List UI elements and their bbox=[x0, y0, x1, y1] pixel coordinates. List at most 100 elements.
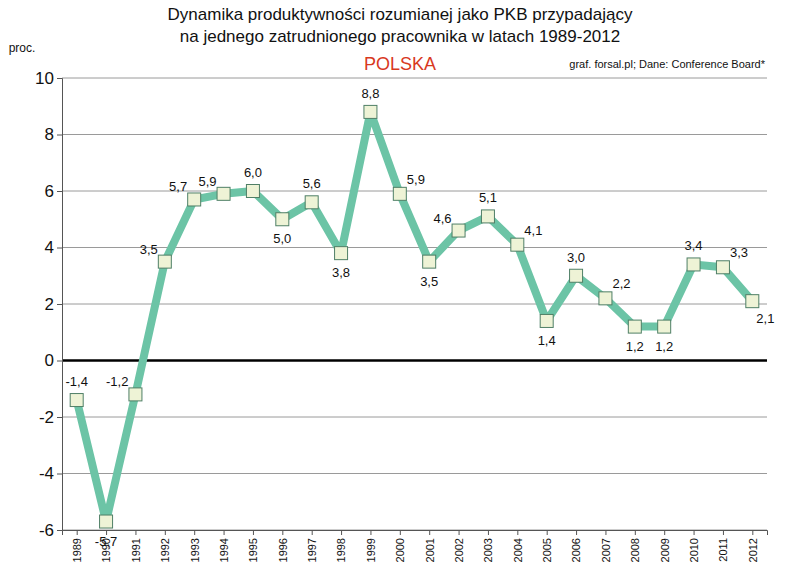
data-label: 3,5 bbox=[140, 242, 158, 257]
y-tick: 0 bbox=[45, 351, 62, 370]
marker bbox=[716, 261, 729, 274]
marker bbox=[188, 193, 201, 206]
x-tick: 1992 bbox=[159, 530, 171, 562]
x-tick: 1998 bbox=[335, 530, 347, 562]
y-tick: -2 bbox=[39, 408, 62, 427]
data-label: 6,0 bbox=[244, 165, 262, 180]
x-tick-mark bbox=[459, 530, 460, 535]
x-tick-mark bbox=[194, 530, 195, 535]
y-tick-mark bbox=[57, 248, 62, 249]
x-tick-mark bbox=[341, 530, 342, 535]
x-tick: 1989 bbox=[71, 530, 83, 562]
data-label: 4,6 bbox=[433, 211, 451, 226]
data-label: 1,2 bbox=[626, 339, 644, 354]
plot-area bbox=[70, 105, 759, 528]
y-tick-mark bbox=[57, 304, 62, 305]
x-tick: 2002 bbox=[453, 530, 465, 562]
title: Dynamika produktywności rozumianej jako … bbox=[168, 5, 633, 24]
x-tick-mark bbox=[224, 530, 225, 535]
y-tick-label: -6 bbox=[39, 521, 54, 540]
y-tick-mark bbox=[57, 474, 62, 475]
x-tick-label: 2005 bbox=[541, 538, 553, 562]
marker bbox=[158, 255, 171, 268]
x-tick-label: 1992 bbox=[159, 538, 171, 562]
x-tick: 1991 bbox=[130, 530, 142, 562]
y-tick: 8 bbox=[45, 125, 62, 144]
marker bbox=[100, 515, 113, 528]
y-tick: -4 bbox=[39, 464, 62, 483]
x-tick-mark bbox=[429, 530, 430, 535]
x-tick-mark bbox=[253, 530, 254, 535]
x-tick-mark bbox=[694, 530, 695, 535]
x-tick-mark bbox=[488, 530, 489, 535]
annotation: graf. forsal.pl; Dane: Conference Board* bbox=[569, 58, 765, 70]
y-tick-label: -2 bbox=[39, 408, 54, 427]
grid-line bbox=[62, 191, 767, 192]
x-tick: 2005 bbox=[541, 530, 553, 562]
x-tick-label: 1999 bbox=[365, 538, 377, 562]
chart: Dynamika produktywności rozumianej jako … bbox=[0, 0, 788, 573]
x-tick-label: 1995 bbox=[247, 538, 259, 562]
marker bbox=[276, 213, 289, 226]
x-tick-label: 2002 bbox=[453, 538, 465, 562]
grid-line bbox=[62, 78, 767, 79]
subtitle: POLSKA bbox=[364, 54, 436, 74]
data-label: 5,6 bbox=[303, 176, 321, 191]
grid-line bbox=[62, 473, 767, 474]
x-tick: 2012 bbox=[747, 530, 759, 562]
x-tick: 2010 bbox=[688, 530, 700, 562]
data-label: -1,2 bbox=[106, 374, 128, 389]
x-tick-mark bbox=[576, 530, 577, 535]
x-tick: 2009 bbox=[659, 530, 671, 562]
x-tick-label: 1994 bbox=[218, 538, 230, 562]
y-tick-mark bbox=[57, 191, 62, 192]
grid-line bbox=[62, 417, 767, 418]
marker bbox=[511, 238, 524, 251]
x-tick-label: 1996 bbox=[277, 538, 289, 562]
marker bbox=[70, 394, 83, 407]
data-label: 3,4 bbox=[685, 238, 703, 253]
data-label: 2,2 bbox=[612, 276, 630, 291]
data-label: 5,9 bbox=[198, 174, 216, 189]
x-tick-label: 1993 bbox=[189, 538, 201, 562]
y-tick-label: 4 bbox=[45, 238, 54, 257]
line bbox=[77, 112, 753, 522]
data-label: 3,0 bbox=[567, 250, 585, 265]
x-tick-mark bbox=[752, 530, 753, 535]
zero-line bbox=[62, 359, 767, 362]
marker bbox=[746, 295, 759, 308]
data-label: 3,8 bbox=[332, 265, 350, 280]
x-tick-label: 1998 bbox=[335, 538, 347, 562]
x-tick: 1999 bbox=[365, 530, 377, 562]
x-tick: 2007 bbox=[600, 530, 612, 562]
data-label: 1,4 bbox=[538, 333, 556, 348]
x-tick: 2003 bbox=[482, 530, 494, 562]
y-tick-label: 6 bbox=[45, 182, 54, 201]
x-tick-label: 2003 bbox=[482, 538, 494, 562]
x-tick-label: 2012 bbox=[747, 538, 759, 562]
x-tick-label: 2001 bbox=[424, 538, 436, 562]
x-tick: 1995 bbox=[247, 530, 259, 562]
x-tick-label: 1991 bbox=[130, 538, 142, 562]
marker bbox=[335, 247, 348, 260]
x-tick: 2011 bbox=[717, 530, 729, 562]
data-label: 5,0 bbox=[273, 231, 291, 246]
x-tick-mark bbox=[370, 530, 371, 535]
y-tick-mark bbox=[57, 417, 62, 418]
marker bbox=[393, 187, 406, 200]
y-tick-label: 2 bbox=[45, 295, 54, 314]
data-label: 5,1 bbox=[479, 190, 497, 205]
x-tick-mark bbox=[664, 530, 665, 535]
x-tick-label: 2007 bbox=[600, 538, 612, 562]
data-label: 3,3 bbox=[730, 245, 748, 260]
marker bbox=[628, 320, 641, 333]
marker bbox=[540, 314, 553, 327]
x-tick: 2008 bbox=[629, 530, 641, 562]
x-tick: 1996 bbox=[277, 530, 289, 562]
y-tick-mark bbox=[57, 78, 62, 79]
x-tick-mark bbox=[135, 530, 136, 535]
data-label: 5,7 bbox=[169, 179, 187, 194]
marker bbox=[423, 255, 436, 268]
y-tick-label: 8 bbox=[45, 125, 54, 144]
title: na jednego zatrudnionego pracownika w la… bbox=[180, 27, 620, 46]
